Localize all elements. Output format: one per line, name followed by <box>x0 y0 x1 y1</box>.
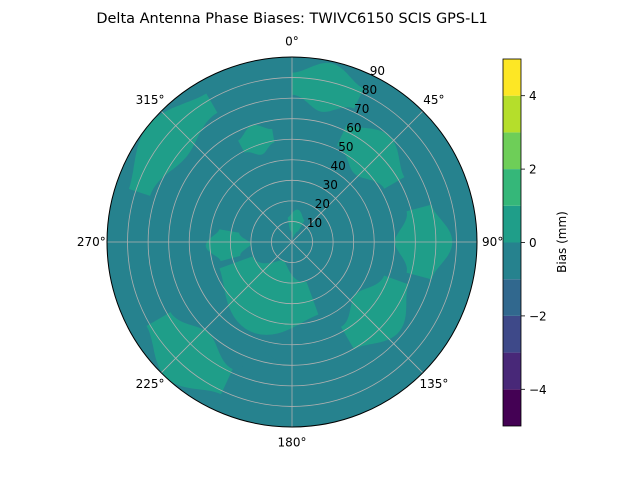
colorbar-band <box>503 95 521 133</box>
azimuth-labels: 0° 45° 90° 135° 180° 225° 270° 315° <box>77 34 503 449</box>
colorbar-band <box>503 315 521 353</box>
colorbar-band <box>503 389 521 426</box>
radial-tick-label: 30 <box>323 178 338 192</box>
colorbar-band <box>503 279 521 316</box>
polar-plot-area <box>106 56 478 428</box>
radial-tick-label: 40 <box>331 159 346 173</box>
bias-region <box>146 312 233 395</box>
azimuth-label: 90° <box>482 235 503 249</box>
grid-spoke <box>160 241 293 374</box>
azimuth-label: 270° <box>77 235 106 249</box>
grid-spoke <box>160 110 293 243</box>
azimuth-label: 315° <box>136 93 165 107</box>
colorbar-tick-label: 4 <box>529 89 537 103</box>
radial-tick-label: 80 <box>362 83 377 97</box>
colorbar-tick-label: 0 <box>529 236 537 250</box>
radial-tick-label: 90 <box>370 64 385 78</box>
polar-grid <box>107 57 477 427</box>
colorbar-band <box>503 242 521 280</box>
bias-region <box>219 256 319 335</box>
colorbar-band <box>503 132 521 170</box>
azimuth-label: 0° <box>285 34 299 48</box>
grid-spoke <box>291 110 424 243</box>
grid-spoke <box>291 241 424 374</box>
bias-region <box>350 389 382 411</box>
polar-frame <box>106 56 478 428</box>
radial-tick-label: 50 <box>338 140 353 154</box>
radial-tick-label: 70 <box>354 102 369 116</box>
azimuth-label: 180° <box>278 436 307 450</box>
bias-region <box>341 275 409 350</box>
chart-title: Delta Antenna Phase Biases: TWIVC6150 SC… <box>96 11 487 27</box>
bias-regions <box>129 62 453 411</box>
colorbar-tick-label: 2 <box>529 163 537 177</box>
colorbar-band <box>503 169 521 206</box>
bias-region <box>292 62 364 112</box>
bias-region <box>337 124 405 189</box>
bias-region <box>236 350 282 378</box>
colorbar-band <box>503 352 521 390</box>
azimuth-label: 45° <box>423 93 444 107</box>
bias-region <box>129 93 218 196</box>
azimuth-label: 225° <box>136 377 165 391</box>
radial-tick-label: 10 <box>307 216 322 230</box>
colorbar: −4 −2 0 2 4 <box>502 58 547 427</box>
azimuth-label: 135° <box>419 377 448 391</box>
colorbar-band <box>503 205 521 243</box>
bias-region <box>238 124 275 155</box>
radial-tick-label: 60 <box>346 121 361 135</box>
colorbar-band <box>503 59 521 96</box>
colorbar-label: Bias (mm) <box>555 211 569 273</box>
colorbar-tick-label: −2 <box>529 309 547 323</box>
bias-region <box>205 229 251 262</box>
radial-tick-labels: 10 20 30 40 50 60 70 80 90 <box>307 64 385 230</box>
radial-tick-label: 20 <box>315 197 330 211</box>
colorbar-tick-label: −4 <box>529 383 547 397</box>
